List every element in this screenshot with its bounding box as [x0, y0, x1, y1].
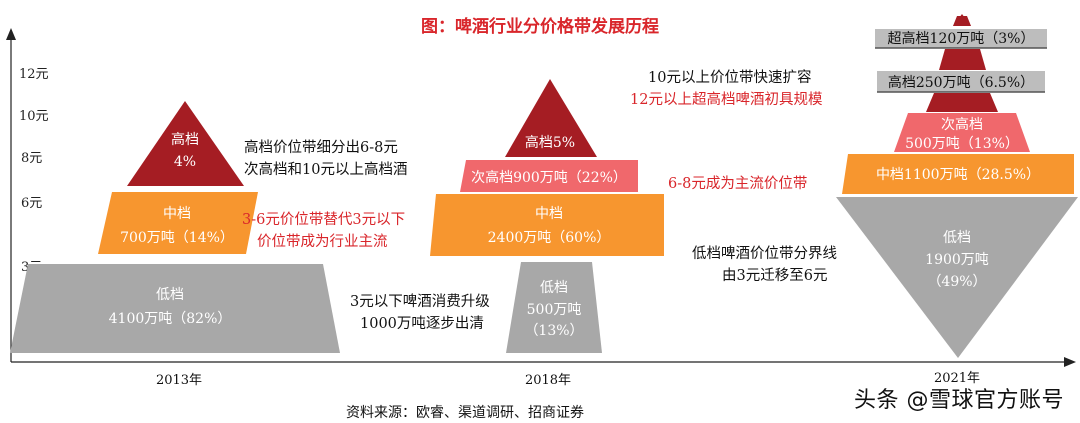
band-2018-low-detail2: （13%） — [524, 323, 583, 339]
year-2013: 2013年 — [156, 373, 202, 388]
band-2013-mid-name: 中档 — [163, 206, 191, 222]
band-2021-mid-label: 中档1100万吨（28.5%） — [876, 167, 1040, 183]
note-2013-b-line1: 3-6元价位带替代3元以下 — [242, 211, 405, 228]
band-2021-superhigh-label: 超高档120万吨（3%） — [888, 30, 1035, 47]
band-2018-low-name: 低档 — [540, 280, 568, 296]
diagram-title: 图：啤酒行业分价格带发展历程 — [421, 16, 659, 37]
year-2021: 2021年 — [934, 371, 980, 386]
note-2013-b-line2: 价位带成为行业主流 — [257, 233, 388, 250]
band-2013-high-share: 4% — [174, 154, 196, 170]
y-tick-10: 10元 — [19, 109, 49, 124]
band-2021-subhigh-name: 次高档 — [941, 116, 983, 133]
band-2018-mid — [430, 194, 664, 256]
band-2021-superhigh-box — [875, 29, 1047, 48]
band-2021-mid — [842, 154, 1074, 194]
band-2021-low-detail1: 1900万吨 — [925, 252, 989, 268]
band-2018-subhigh-label: 次高档900万吨（22%） — [471, 169, 627, 186]
band-2018-low-detail1: 500万吨 — [527, 302, 582, 318]
note-2013-c-line2: 1000万吨逐步出清 — [360, 315, 484, 332]
band-2018-high — [505, 79, 597, 157]
note-2021-a-line1: 10元以上价位带快速扩容 — [648, 69, 811, 86]
band-2018-high-label: 高档5% — [525, 134, 575, 151]
note-2013-a-line2: 次高档和10元以上高档酒 — [244, 161, 407, 178]
y-tick-6: 6元 — [21, 196, 42, 211]
y-tick-8: 8元 — [21, 151, 42, 166]
band-2021-high-label: 高档250万吨（6.5%） — [888, 74, 1034, 91]
band-2018-mid-detail: 2400万吨（60%） — [488, 230, 611, 246]
note-2021-c-line1: 低档啤酒价位带分界线 — [692, 245, 837, 262]
band-2013-low — [10, 264, 340, 353]
band-2013-low-name: 低档 — [156, 287, 184, 303]
note-2021-c-line2: 由3元迁移至6元 — [722, 267, 827, 284]
watermark: 头条 @雪球官方账号 — [854, 388, 1064, 413]
band-2018-subhigh — [460, 160, 638, 192]
note-2021-a-line2: 12元以上超高档啤酒初具规模 — [630, 91, 822, 108]
band-2021-high-box — [877, 71, 1045, 92]
band-2013-high — [127, 101, 244, 186]
x-axis-arrow — [1064, 357, 1076, 367]
source-note: 资料来源：欧睿、渠道调研、招商证券 — [346, 405, 584, 421]
band-2021-superhigh-wedge — [939, 49, 986, 70]
band-2021-subhigh — [894, 113, 1030, 152]
band-2013-mid-detail: 700万吨（14%） — [120, 230, 234, 246]
band-2021-low-detail2: （49%） — [927, 274, 986, 290]
year-2018: 2018年 — [525, 373, 571, 388]
band-2021-subhigh-detail: 500万吨（13%） — [905, 136, 1019, 152]
y-tick-12: 12元 — [19, 67, 49, 82]
note-2021-b: 6-8元成为主流价位带 — [668, 175, 807, 192]
band-2013-low-detail: 4100万吨（82%） — [109, 311, 232, 327]
band-2021-low — [836, 197, 1078, 358]
band-2021-low-name: 低档 — [943, 230, 971, 246]
band-2021-high — [926, 93, 998, 112]
note-2013-c-line1: 3元以下啤酒消费升级 — [350, 293, 490, 310]
y-axis-arrow — [6, 28, 16, 40]
band-2013-mid — [98, 192, 258, 254]
note-2013-a-line1: 高档价位带细分出6-8元 — [244, 139, 398, 156]
band-2018-mid-name: 中档 — [535, 206, 563, 222]
band-2013-high-name: 高档 — [171, 131, 199, 148]
band-2021-tip-point — [953, 14, 971, 26]
band-2018-low — [506, 262, 602, 353]
